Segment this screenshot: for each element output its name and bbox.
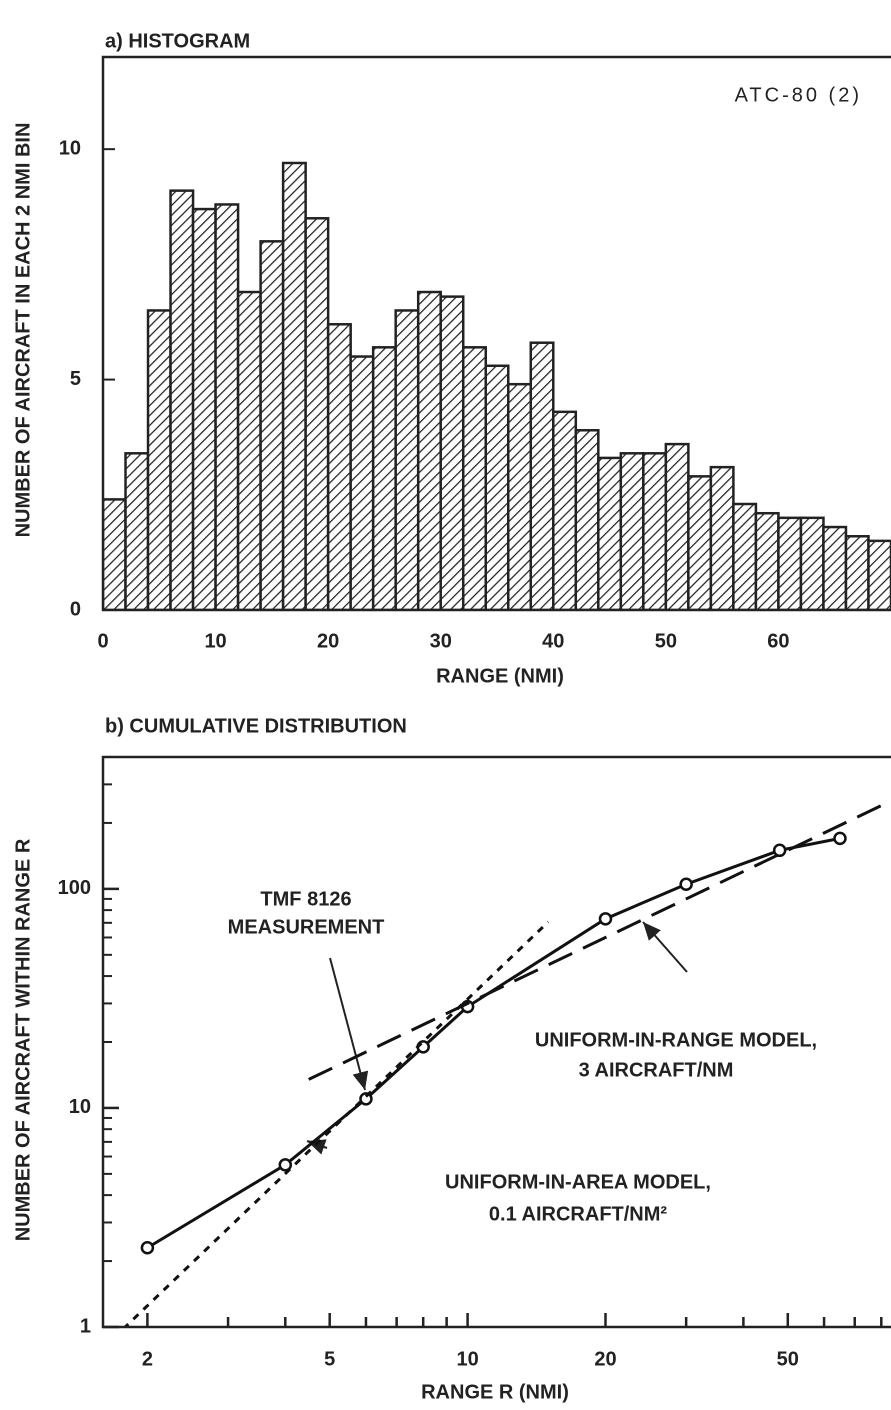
x-tick-label: 50 xyxy=(655,630,677,652)
bar xyxy=(687,475,713,610)
point xyxy=(278,1158,293,1172)
bar xyxy=(461,346,487,610)
y-label-b: NUMBER OF AIRCRAFT WITHIN RANGE R xyxy=(12,838,34,1241)
bar xyxy=(281,161,307,610)
plot-frame xyxy=(101,755,891,1329)
bar xyxy=(326,323,352,610)
bar xyxy=(236,290,262,610)
bar xyxy=(349,355,375,610)
bar xyxy=(191,207,217,610)
annotation: UNIFORM-IN-AREA MODEL, xyxy=(445,1171,711,1193)
bar xyxy=(777,516,803,610)
bar xyxy=(394,309,420,610)
title-a: a) HISTOGRAM xyxy=(105,30,250,52)
point xyxy=(772,843,787,858)
y-tick-label: 5 xyxy=(70,368,81,390)
series-line xyxy=(123,920,550,1327)
title-b: b) CUMULATIVE DISTRIBUTION xyxy=(105,715,407,737)
series-line xyxy=(308,799,891,1081)
y-tick-label: 0 xyxy=(70,598,81,620)
y-tick-label: 1 xyxy=(80,1315,91,1337)
annotation: ATC-80 (2) xyxy=(735,84,862,106)
x-tick-label: 2 xyxy=(142,1348,153,1370)
y-tick-label: 10 xyxy=(59,137,81,159)
bar xyxy=(619,452,645,610)
bar xyxy=(844,535,870,610)
x-tick-label: 40 xyxy=(542,630,564,652)
bar xyxy=(822,525,848,610)
bar xyxy=(597,456,623,610)
annotation: 3 AIRCRAFT/NM xyxy=(579,1059,734,1081)
bar xyxy=(416,290,442,610)
annotation: 0.1 AIRCRAFT/NM² xyxy=(489,1203,667,1225)
bar xyxy=(259,240,285,610)
x-label-b: RANGE R (NMI) xyxy=(421,1381,569,1403)
x-label-a: RANGE (NMI) xyxy=(436,665,564,687)
arrow xyxy=(642,921,688,973)
lines xyxy=(123,799,891,1327)
x-tick-label: 5 xyxy=(324,1348,335,1370)
x-tick-label: 0 xyxy=(97,630,108,652)
bar xyxy=(732,502,758,610)
bar xyxy=(103,498,127,610)
point xyxy=(679,877,693,891)
bar xyxy=(552,410,578,610)
point xyxy=(598,912,613,926)
bar xyxy=(484,364,510,610)
x-tick-label: 20 xyxy=(317,630,339,652)
annotation: UNIFORM-IN-RANGE MODEL, xyxy=(535,1029,817,1051)
bar xyxy=(304,217,330,610)
bar xyxy=(574,429,600,610)
bar xyxy=(867,539,891,610)
plot-frame xyxy=(101,55,891,612)
bar xyxy=(754,511,780,610)
bar xyxy=(642,452,668,610)
x-tick-label: 60 xyxy=(767,630,789,652)
bar xyxy=(529,341,555,610)
bar xyxy=(664,442,690,610)
point xyxy=(359,1092,373,1106)
bar xyxy=(507,382,533,610)
y-tick-label: 100 xyxy=(58,877,91,899)
point xyxy=(833,831,847,846)
x-tick-label: 50 xyxy=(777,1348,799,1370)
annotation: MEASUREMENT xyxy=(228,916,385,938)
bar xyxy=(214,203,240,610)
y-label-a: NUMBER OF AIRCRAFT IN EACH 2 NMI BIN xyxy=(12,123,34,538)
bar xyxy=(371,346,397,610)
bar xyxy=(799,516,825,610)
x-tick-label: 30 xyxy=(430,630,452,652)
bar xyxy=(169,189,195,610)
bar xyxy=(709,465,735,610)
y-tick-label: 10 xyxy=(69,1096,91,1118)
x-tick-label: 10 xyxy=(456,1348,478,1370)
bars xyxy=(103,161,891,610)
bar xyxy=(439,295,465,610)
arrow xyxy=(329,957,369,1091)
bar xyxy=(146,309,172,610)
point xyxy=(140,1241,155,1255)
x-tick-label: 20 xyxy=(594,1348,616,1370)
x-tick-label: 10 xyxy=(204,630,226,652)
bar xyxy=(124,452,150,610)
annotation: TMF 8126 xyxy=(260,888,351,910)
